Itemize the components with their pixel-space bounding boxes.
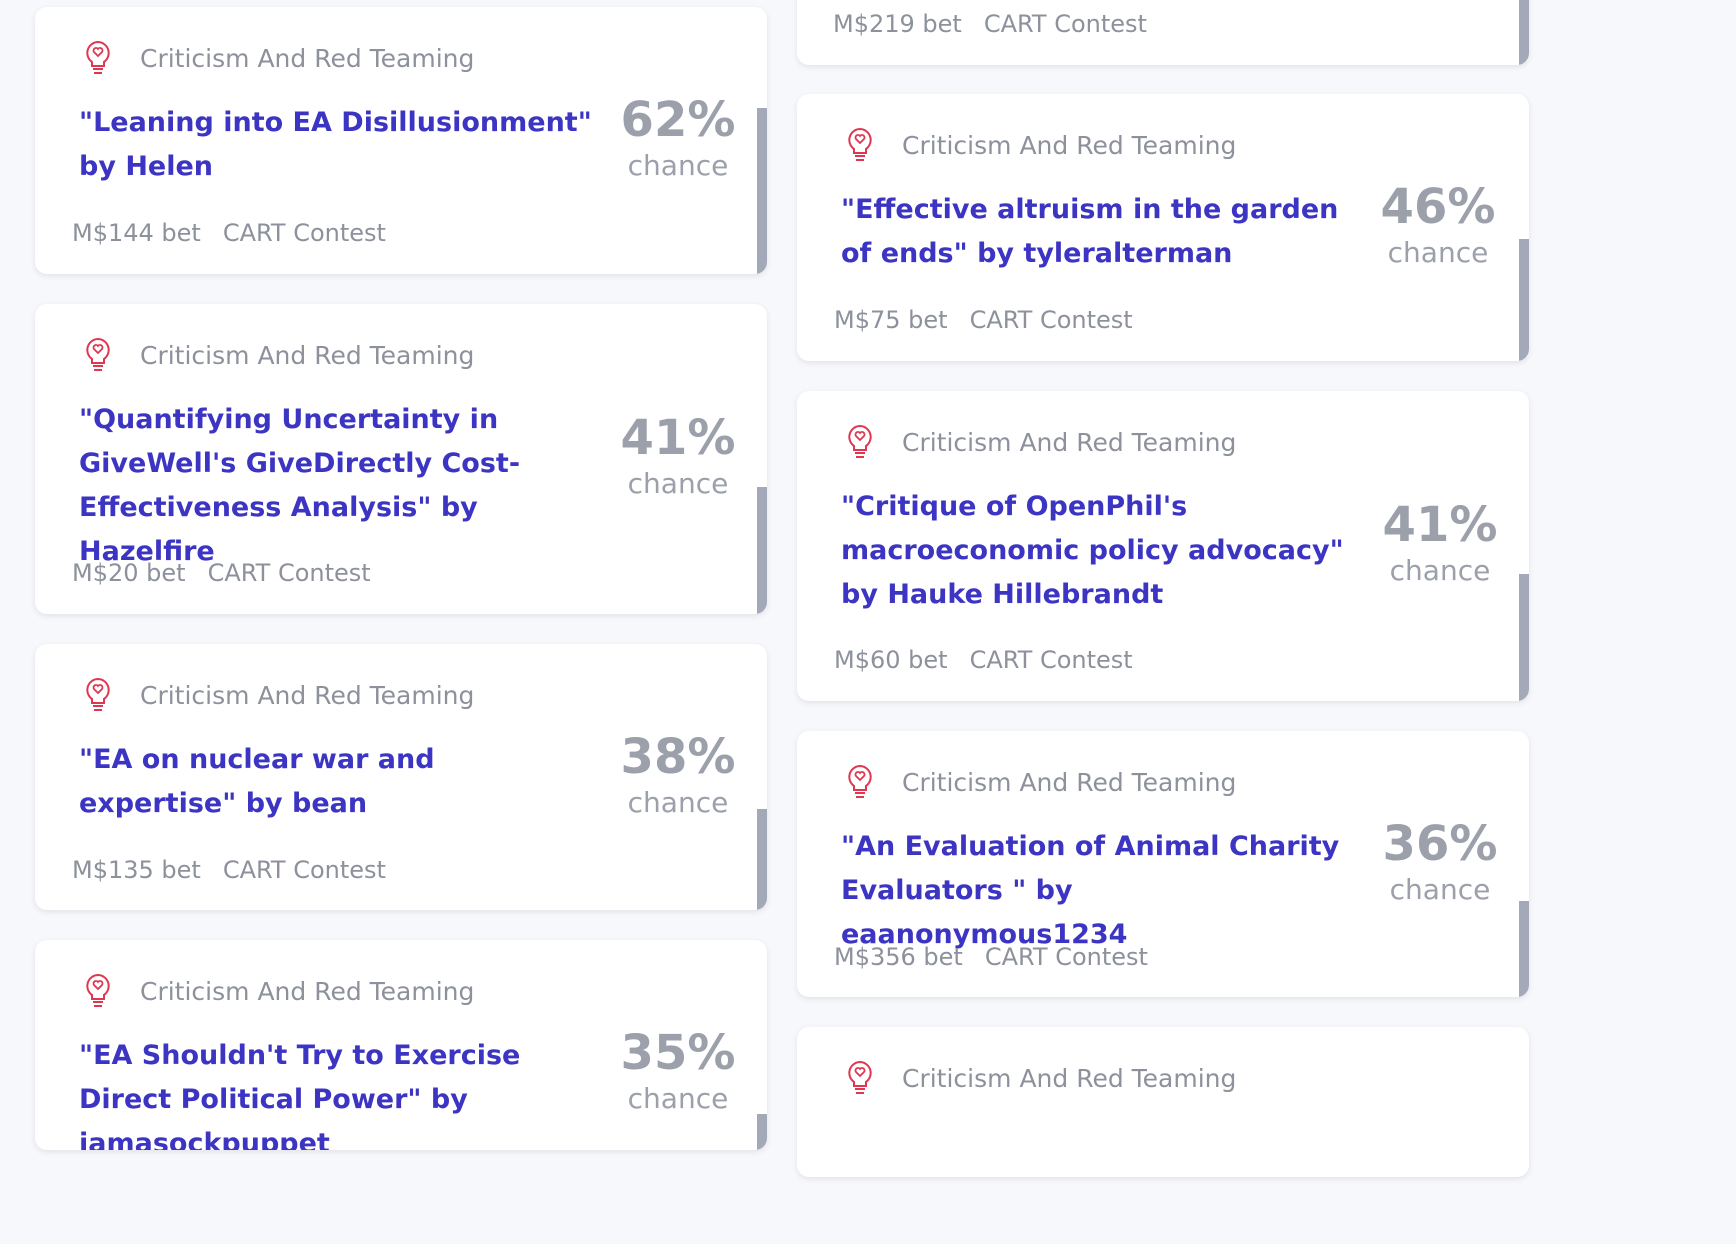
market-card[interactable]: Criticism And Red Teaming "An Evaluation… xyxy=(797,731,1529,997)
lightbulb-heart-icon xyxy=(848,127,872,161)
group-label[interactable]: Criticism And Red Teaming xyxy=(83,973,474,1009)
probability-bar xyxy=(1519,0,1529,65)
card-meta: M$135 bet CART Contest xyxy=(72,856,386,884)
bet-amount: M$144 bet xyxy=(72,219,201,247)
contest-tag[interactable]: CART Contest xyxy=(207,559,371,587)
lightbulb-heart-icon xyxy=(86,973,110,1007)
probability: 36% chance xyxy=(1375,816,1505,908)
chance-label: chance xyxy=(1389,873,1491,906)
probability-percent: 41% xyxy=(620,410,736,466)
probability-percent: 35% xyxy=(620,1025,736,1081)
probability-percent: 36% xyxy=(1382,816,1498,872)
contest-tag[interactable]: CART Contest xyxy=(969,306,1133,334)
group-name: Criticism And Red Teaming xyxy=(902,130,1237,160)
contest-tag[interactable]: CART Contest xyxy=(969,646,1133,674)
contest-tag[interactable]: CART Contest xyxy=(984,943,1148,971)
lightbulb-heart-icon xyxy=(86,677,110,711)
probability-bar xyxy=(757,809,767,910)
market-card-partial[interactable]: M$219 bet CART Contest xyxy=(797,0,1529,65)
market-card[interactable]: Criticism And Red Teaming xyxy=(797,1027,1529,1177)
group-label[interactable]: Criticism And Red Teaming xyxy=(83,40,474,76)
probability-bar xyxy=(757,487,767,614)
group-name: Criticism And Red Teaming xyxy=(902,427,1237,457)
market-card[interactable]: Criticism And Red Teaming "EA on nuclear… xyxy=(35,644,767,910)
bet-amount: M$135 bet xyxy=(72,856,201,884)
card-meta: M$219 bet CART Contest xyxy=(833,10,1147,38)
market-card[interactable]: Criticism And Red Teaming "Leaning into … xyxy=(35,7,767,274)
probability: 35% chance xyxy=(613,1025,743,1117)
market-title[interactable]: "An Evaluation of Animal Charity Evaluat… xyxy=(841,831,1340,950)
card-meta: M$144 bet CART Contest xyxy=(72,219,386,247)
lightbulb-heart-icon xyxy=(86,337,110,371)
group-name: Criticism And Red Teaming xyxy=(140,340,475,370)
chance-label: chance xyxy=(627,1082,729,1115)
probability-percent: 41% xyxy=(1382,497,1498,553)
lightbulb-heart-icon xyxy=(848,424,872,458)
probability: 62% chance xyxy=(613,92,743,184)
group-label[interactable]: Criticism And Red Teaming xyxy=(845,127,1236,163)
bet-amount: M$60 bet xyxy=(834,646,948,674)
probability: 38% chance xyxy=(613,729,743,821)
market-card[interactable]: Criticism And Red Teaming "EA Shouldn't … xyxy=(35,940,767,1150)
group-label[interactable]: Criticism And Red Teaming xyxy=(83,337,474,373)
contest-tag[interactable]: CART Contest xyxy=(222,219,386,247)
probability-bar xyxy=(757,1114,767,1150)
market-title[interactable]: "Quantifying Uncertainty in GiveWell's G… xyxy=(79,404,521,567)
group-label[interactable]: Criticism And Red Teaming xyxy=(845,424,1236,460)
bet-amount: M$219 bet xyxy=(833,10,962,38)
probability-bar xyxy=(1519,239,1529,361)
card-meta: M$75 bet CART Contest xyxy=(834,306,1133,334)
lightbulb-heart-icon xyxy=(848,764,872,798)
market-title[interactable]: "Leaning into EA Disillusionment" by Hel… xyxy=(79,107,592,182)
market-title[interactable]: "Critique of OpenPhil's macroeconomic po… xyxy=(841,491,1344,610)
probability-bar xyxy=(1519,574,1529,701)
bet-amount: M$356 bet xyxy=(834,943,963,971)
market-card[interactable]: Criticism And Red Teaming "Effective alt… xyxy=(797,94,1529,361)
contest-tag[interactable]: CART Contest xyxy=(222,856,386,884)
chance-label: chance xyxy=(627,467,729,500)
group-name: Criticism And Red Teaming xyxy=(140,976,475,1006)
market-title[interactable]: "Effective altruism in the garden of end… xyxy=(841,194,1339,269)
probability-bar xyxy=(1519,901,1529,997)
group-name: Criticism And Red Teaming xyxy=(902,1063,1237,1093)
group-label[interactable]: Criticism And Red Teaming xyxy=(845,764,1236,800)
probability: 41% chance xyxy=(1375,497,1505,589)
group-label[interactable]: Criticism And Red Teaming xyxy=(845,1060,1236,1096)
probability-percent: 38% xyxy=(620,729,736,785)
card-meta: M$20 bet CART Contest xyxy=(72,559,371,587)
chance-label: chance xyxy=(1387,236,1489,269)
market-card[interactable]: Criticism And Red Teaming "Quantifying U… xyxy=(35,304,767,614)
bet-amount: M$20 bet xyxy=(72,559,186,587)
group-name: Criticism And Red Teaming xyxy=(140,680,475,710)
probability-percent: 62% xyxy=(620,92,736,148)
market-title[interactable]: "EA Shouldn't Try to Exercise Direct Pol… xyxy=(79,1040,521,1150)
chance-label: chance xyxy=(627,786,729,819)
chance-label: chance xyxy=(627,149,729,182)
lightbulb-heart-icon xyxy=(86,40,110,74)
lightbulb-heart-icon xyxy=(848,1060,872,1094)
probability-bar xyxy=(757,108,767,274)
card-meta: M$356 bet CART Contest xyxy=(834,943,1148,971)
chance-label: chance xyxy=(1389,554,1491,587)
probability: 41% chance xyxy=(613,410,743,502)
probability: 46% chance xyxy=(1373,179,1503,271)
probability-percent: 46% xyxy=(1380,179,1496,235)
group-label[interactable]: Criticism And Red Teaming xyxy=(83,677,474,713)
card-meta: M$60 bet CART Contest xyxy=(834,646,1133,674)
group-name: Criticism And Red Teaming xyxy=(902,767,1237,797)
contest-tag: CART Contest xyxy=(983,10,1147,38)
group-name: Criticism And Red Teaming xyxy=(140,43,475,73)
market-title[interactable]: "EA on nuclear war and expertise" by bea… xyxy=(79,744,435,819)
bet-amount: M$75 bet xyxy=(834,306,948,334)
market-card[interactable]: Criticism And Red Teaming "Critique of O… xyxy=(797,391,1529,701)
